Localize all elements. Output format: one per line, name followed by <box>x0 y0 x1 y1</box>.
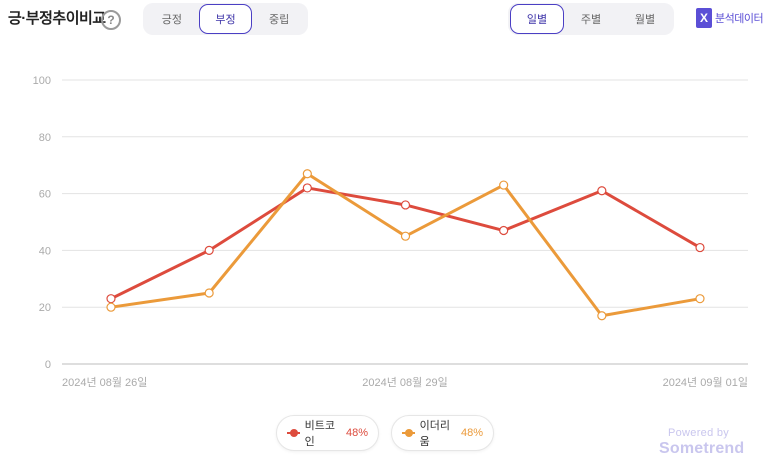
data-point-0-6[interactable] <box>695 242 705 253</box>
y-tick-label: 80 <box>39 132 51 144</box>
data-point-0-4[interactable] <box>499 225 509 236</box>
data-point-1-4[interactable] <box>499 180 509 190</box>
legend-share-bitcoin: 48% <box>345 427 368 439</box>
tab-monthly[interactable]: 월별 <box>634 14 656 26</box>
excel-icon <box>696 8 712 28</box>
y-tick-label: 40 <box>39 245 51 257</box>
data-point-1-2[interactable] <box>302 169 312 179</box>
tab-neutral[interactable]: 중립 <box>269 14 290 26</box>
data-point-0-1[interactable] <box>204 245 214 255</box>
y-tick-label: 0 <box>45 359 51 371</box>
legend-item-bitcoin[interactable]: 비트코인 48% <box>276 415 379 451</box>
data-point-0-5[interactable] <box>597 186 607 196</box>
data-point-1-6[interactable] <box>695 294 705 304</box>
y-tick-label: 100 <box>33 75 51 87</box>
data-point-0-2[interactable] <box>302 183 312 193</box>
legend-item-ethereum[interactable]: 이더리움 48% <box>391 415 494 451</box>
data-point-1-0[interactable] <box>106 302 116 312</box>
tab-positive[interactable]: 긍정 <box>161 14 182 26</box>
y-tick-label: 60 <box>39 189 51 201</box>
legend-label-bitcoin: 비트코인 <box>304 420 335 448</box>
tab-weekly[interactable]: 주별 <box>580 14 602 26</box>
data-point-1-1[interactable] <box>204 288 214 298</box>
sentiment-toggle: 긍정 부정 중립 <box>143 3 308 35</box>
period-toggle: 일별 주별 월별 <box>508 3 674 35</box>
tab-daily[interactable]: 일별 <box>510 4 564 34</box>
legend-share-ethereum: 48% <box>460 427 483 439</box>
legend-marker-bitcoin <box>287 429 300 437</box>
legend-label-ethereum: 이더리움 <box>419 420 450 448</box>
x-tick-label: 2024년 08월 29일 <box>362 375 447 389</box>
data-point-0-3[interactable] <box>400 200 411 210</box>
tab-negative[interactable]: 부정 <box>198 4 253 34</box>
data-point-1-3[interactable] <box>400 231 411 241</box>
powered-by-label: Powered by <box>668 427 730 439</box>
data-point-1-5[interactable] <box>597 311 607 321</box>
y-tick-label: 20 <box>39 302 51 314</box>
analysis-data-button[interactable]: 분석데이터 <box>696 8 764 28</box>
data-point-0-0[interactable] <box>106 294 116 304</box>
sometrend-logo: Sometrend <box>659 440 745 457</box>
page-title: 긍·부정추이비교 <box>8 10 106 27</box>
analysis-data-label: 분석데이터 <box>715 13 764 25</box>
legend-marker-ethereum <box>402 429 415 437</box>
x-tick-label: 2024년 08월 26일 <box>62 375 147 389</box>
help-icon[interactable]: ? <box>101 10 121 30</box>
x-tick-label: 2024년 09월 01일 <box>663 375 748 389</box>
